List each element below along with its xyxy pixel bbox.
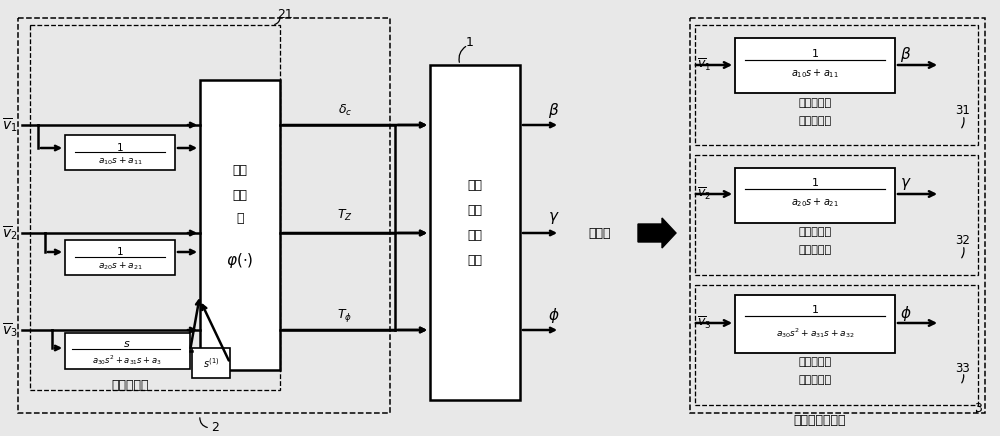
Text: $\beta$: $\beta$ bbox=[900, 45, 911, 65]
Text: 广义伪线性系统: 广义伪线性系统 bbox=[794, 413, 846, 426]
Text: 1: 1 bbox=[117, 247, 123, 257]
Text: $\gamma$: $\gamma$ bbox=[900, 176, 912, 192]
Bar bbox=[65, 135, 175, 170]
Text: 线性子系统: 线性子系统 bbox=[798, 245, 832, 255]
Text: $\phi$: $\phi$ bbox=[548, 306, 560, 324]
Bar bbox=[735, 295, 895, 353]
Text: $\overline{v}_2$: $\overline{v}_2$ bbox=[2, 224, 18, 242]
Text: 广义逆系统: 广义逆系统 bbox=[111, 378, 149, 392]
Bar bbox=[18, 18, 390, 413]
Text: $\varphi(\cdot)$: $\varphi(\cdot)$ bbox=[226, 251, 254, 269]
Bar bbox=[695, 155, 978, 275]
Text: 车身侧倾角: 车身侧倾角 bbox=[798, 357, 832, 367]
Text: 系统: 系统 bbox=[468, 253, 482, 266]
Text: 3: 3 bbox=[974, 402, 982, 415]
Text: $\delta_c$: $\delta_c$ bbox=[338, 102, 352, 118]
Bar bbox=[735, 38, 895, 93]
Text: $\overline{v}_1$: $\overline{v}_1$ bbox=[697, 57, 711, 73]
Bar bbox=[65, 333, 190, 369]
Text: 32: 32 bbox=[956, 234, 970, 246]
Bar bbox=[192, 348, 230, 378]
Text: 1: 1 bbox=[812, 178, 818, 188]
Bar bbox=[695, 285, 978, 405]
Text: 射: 射 bbox=[236, 211, 244, 225]
Text: $\phi$: $\phi$ bbox=[900, 303, 912, 323]
Bar bbox=[690, 18, 985, 413]
Text: $a_{20}s+a_{21}$: $a_{20}s+a_{21}$ bbox=[791, 197, 839, 209]
Text: 线性子系统: 线性子系统 bbox=[798, 375, 832, 385]
Text: $a_{30}s^2+a_{31}s+a_3$: $a_{30}s^2+a_{31}s+a_3$ bbox=[92, 353, 162, 367]
Text: $\overline{v}_1$: $\overline{v}_1$ bbox=[2, 116, 18, 134]
Text: $\overline{v}_3$: $\overline{v}_3$ bbox=[2, 321, 18, 339]
Text: 线性子系统: 线性子系统 bbox=[798, 116, 832, 126]
Text: 1: 1 bbox=[117, 143, 123, 153]
Text: 33: 33 bbox=[956, 361, 970, 375]
Text: 21: 21 bbox=[277, 8, 293, 21]
Text: 底盘: 底盘 bbox=[468, 204, 482, 217]
Text: 2: 2 bbox=[211, 420, 219, 433]
Text: 非线: 非线 bbox=[232, 164, 248, 177]
Text: $\overline{v}_3$: $\overline{v}_3$ bbox=[697, 315, 711, 331]
Text: 横摆角速度: 横摆角速度 bbox=[798, 227, 832, 237]
Text: 31: 31 bbox=[956, 103, 970, 116]
Text: 汽车: 汽车 bbox=[468, 178, 482, 191]
Text: $\beta$: $\beta$ bbox=[548, 101, 559, 119]
Text: $\gamma$: $\gamma$ bbox=[548, 210, 560, 226]
Bar bbox=[65, 240, 175, 275]
Text: $\overline{v}_2$: $\overline{v}_2$ bbox=[697, 186, 711, 202]
Bar bbox=[695, 25, 978, 145]
Text: 性映: 性映 bbox=[232, 188, 248, 201]
Text: 等效为: 等效为 bbox=[589, 226, 611, 239]
Text: 1: 1 bbox=[466, 35, 474, 48]
Text: $s^{(1)}$: $s^{(1)}$ bbox=[203, 356, 219, 370]
Text: $T_\phi$: $T_\phi$ bbox=[337, 307, 353, 324]
Text: $a_{10}s+a_{11}$: $a_{10}s+a_{11}$ bbox=[98, 155, 142, 167]
Bar bbox=[430, 65, 520, 400]
Text: $a_{20}s+a_{21}$: $a_{20}s+a_{21}$ bbox=[98, 260, 142, 272]
Text: 1: 1 bbox=[812, 305, 818, 315]
Bar bbox=[200, 80, 280, 370]
Text: $a_{30}s^2+a_{31}s+a_{32}$: $a_{30}s^2+a_{31}s+a_{32}$ bbox=[776, 326, 854, 340]
Bar bbox=[735, 168, 895, 223]
Text: 1: 1 bbox=[812, 49, 818, 59]
Bar bbox=[30, 25, 280, 390]
Text: $s$: $s$ bbox=[123, 339, 131, 349]
FancyArrow shape bbox=[638, 218, 676, 248]
Text: 集成: 集成 bbox=[468, 228, 482, 242]
Text: 质心侧偏角: 质心侧偏角 bbox=[798, 98, 832, 108]
Text: $a_{10}s+a_{11}$: $a_{10}s+a_{11}$ bbox=[791, 68, 839, 80]
Text: $T_Z$: $T_Z$ bbox=[337, 208, 353, 222]
